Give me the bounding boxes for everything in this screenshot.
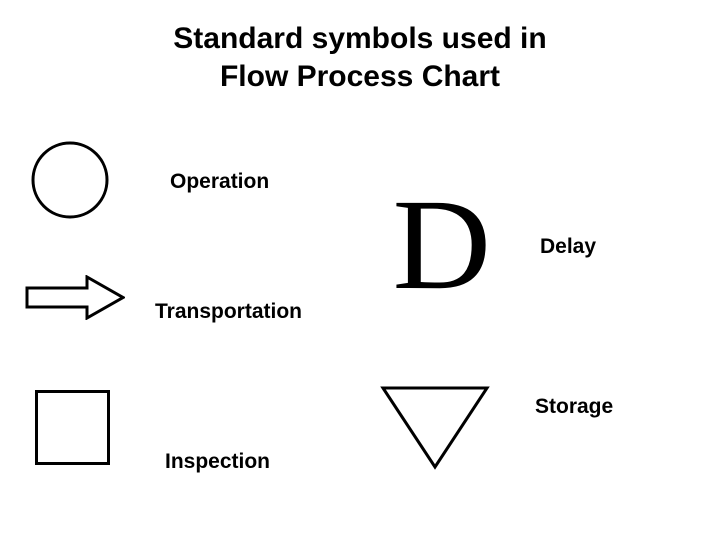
label-operation: Operation bbox=[170, 170, 269, 194]
label-storage: Storage bbox=[535, 395, 613, 419]
square-icon bbox=[35, 390, 110, 465]
inverted-triangle-icon bbox=[380, 385, 490, 470]
title-line-2: Flow Process Chart bbox=[0, 58, 720, 96]
circle-icon bbox=[30, 140, 110, 220]
symbol-delay: D bbox=[395, 190, 495, 300]
label-delay: Delay bbox=[540, 235, 596, 259]
label-inspection: Inspection bbox=[165, 450, 270, 474]
symbol-operation bbox=[30, 140, 110, 220]
label-transportation: Transportation bbox=[155, 300, 302, 324]
arrow-icon bbox=[25, 275, 125, 320]
title-line-1: Standard symbols used in bbox=[0, 20, 720, 58]
symbol-transportation bbox=[25, 275, 125, 320]
symbol-storage bbox=[380, 385, 490, 470]
symbol-inspection bbox=[35, 390, 110, 465]
d-shape-icon: D bbox=[393, 190, 498, 300]
diagram-title: Standard symbols used in Flow Process Ch… bbox=[0, 20, 720, 95]
